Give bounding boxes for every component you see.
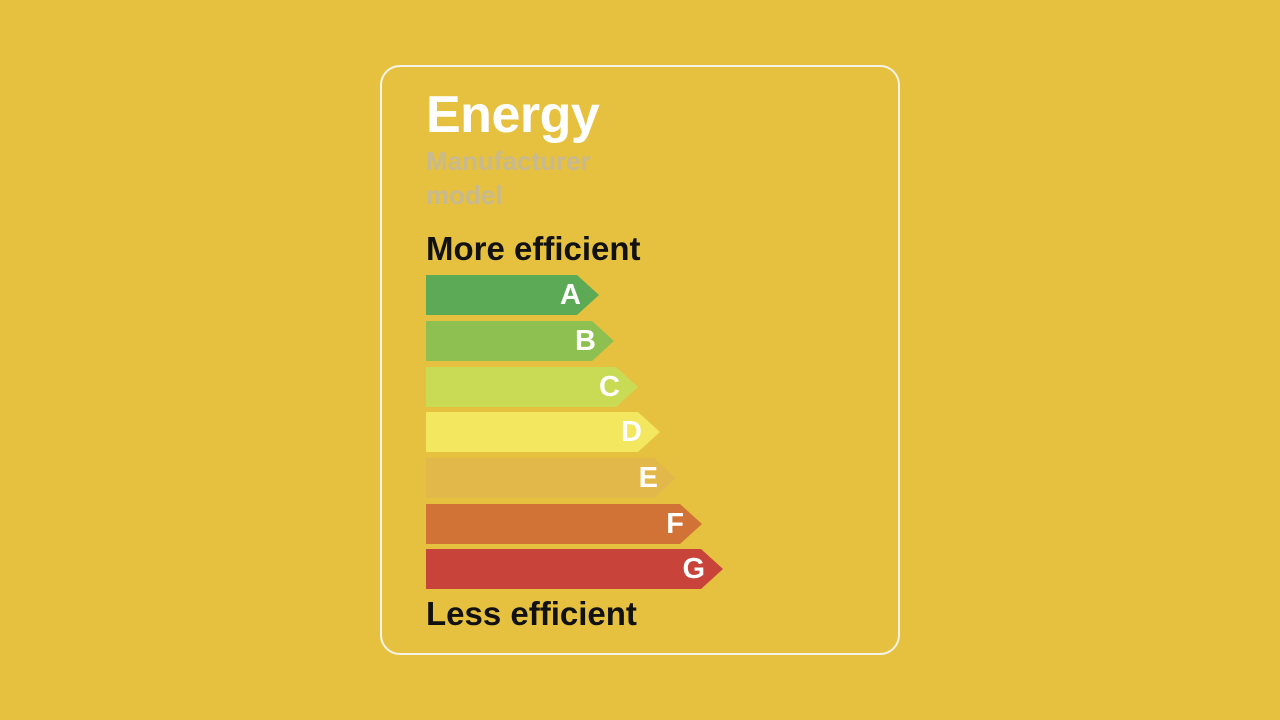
efficiency-bar-g: G [426,549,723,589]
efficiency-letter-g: G [682,553,705,585]
efficiency-letter-e: E [638,462,658,494]
efficiency-bar-e: E [426,458,676,498]
model-text: model [426,180,503,210]
less-efficient-label: Less efficient [426,595,637,632]
efficiency-letter-c: C [599,371,620,403]
label-title: Energy [426,86,600,144]
manufacturer-text: Manufacturer [426,146,591,176]
efficiency-letter-d: D [621,416,642,448]
efficiency-bar-f: F [426,504,702,544]
efficiency-letter-a: A [560,279,581,311]
efficiency-letter-b: B [575,325,596,357]
efficiency-bar-b: B [426,321,614,361]
efficiency-letter-f: F [666,508,684,540]
efficiency-bar-d: D [426,412,660,452]
efficiency-bar-c: C [426,367,638,407]
more-efficient-label: More efficient [426,230,641,267]
efficiency-bar-a: A [426,275,599,315]
